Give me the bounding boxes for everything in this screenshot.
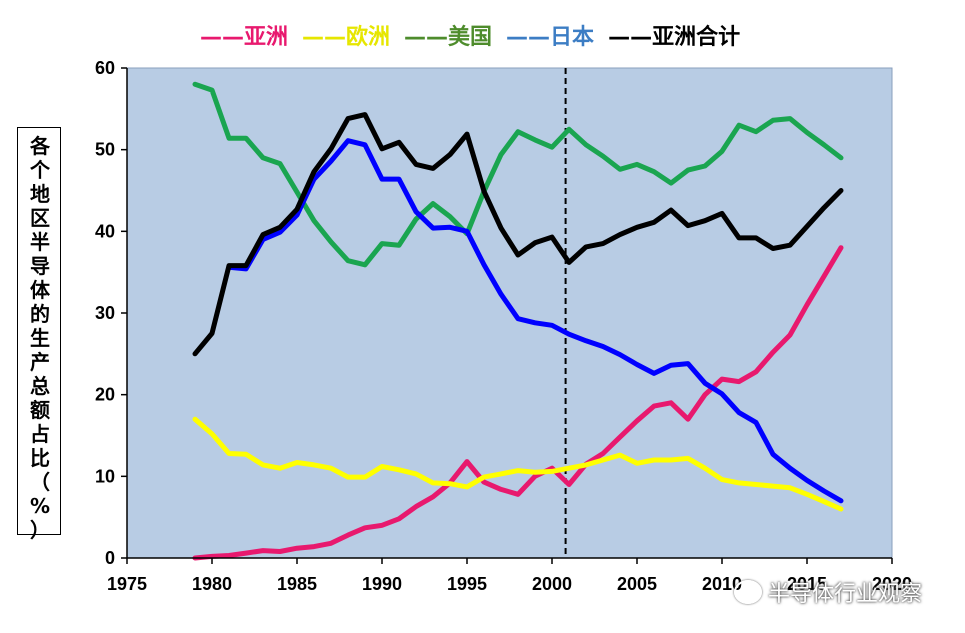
series-line-1 <box>192 416 844 512</box>
y-axis-label-char: 各 <box>30 134 50 158</box>
legend-item-4: ——亚洲合计 <box>608 25 741 50</box>
series-line-3 <box>226 138 844 504</box>
y-axis-label-char: % <box>29 494 51 518</box>
y-axis-label-char: 比 <box>30 446 50 470</box>
y-axis-label-box: 各个地区半导体的生产总额占比（%） <box>17 127 61 542</box>
y-tick-label-5: 50 <box>95 140 115 160</box>
y-axis-label-char: 导 <box>30 254 50 278</box>
y-axis-label-char: 半 <box>30 230 50 254</box>
y-tick-label-1: 10 <box>95 466 115 486</box>
y-axis-label-char: 生 <box>30 326 50 350</box>
x-tick-label-7: 2010 <box>702 574 742 594</box>
x-tick-label-2: 1985 <box>277 574 317 594</box>
x-tick-label-0: 1975 <box>107 574 147 594</box>
series-line-4 <box>192 112 844 357</box>
series-line-0 <box>192 245 844 561</box>
x-tick-label-1: 1980 <box>192 574 232 594</box>
y-axis-label-char: 体 <box>30 278 50 302</box>
x-tick-label-5: 2000 <box>532 574 572 594</box>
y-tick-label-6: 60 <box>95 58 115 78</box>
watermark: 半导体行业观察 <box>734 577 922 607</box>
y-axis-label-char: 的 <box>30 302 50 326</box>
legend: ——亚洲 ——欧洲 ——美国 ——日本 ——亚洲合计 <box>200 20 754 50</box>
legend-item-0: ——亚洲 <box>200 25 289 50</box>
y-axis-label-char: ） <box>30 518 50 542</box>
x-tick-label-3: 1990 <box>362 574 402 594</box>
x-tick-label-9: 2020 <box>872 574 912 594</box>
y-tick-label-0: 0 <box>105 548 115 568</box>
watermark-text: 半导体行业观察 <box>768 582 923 607</box>
y-axis-label-char: 产 <box>30 350 50 374</box>
y-axis-label: 各个地区半导体的生产总额占比（%） <box>18 134 62 542</box>
legend-item-2: ——美国 <box>404 25 493 50</box>
y-axis-label-char: 地 <box>30 182 50 206</box>
y-tick-label-4: 40 <box>95 221 115 241</box>
wechat-icon <box>734 580 762 604</box>
x-tick-label-6: 2005 <box>617 574 657 594</box>
y-tick-label-2: 20 <box>95 385 115 405</box>
y-axis-label-char: 占 <box>30 422 50 446</box>
y-axis-label-char: 总 <box>30 374 50 398</box>
y-tick-label-3: 30 <box>95 303 115 323</box>
legend-item-3: ——日本 <box>506 25 595 50</box>
x-tick-label-4: 1995 <box>447 574 487 594</box>
y-axis-label-char: （ <box>30 470 50 494</box>
y-axis-label-char: 额 <box>30 398 50 422</box>
y-axis-label-char: 区 <box>30 206 50 230</box>
x-tick-label-8: 2015 <box>787 574 827 594</box>
y-axis-label-char: 个 <box>30 158 50 182</box>
legend-item-1: ——欧洲 <box>302 25 391 50</box>
